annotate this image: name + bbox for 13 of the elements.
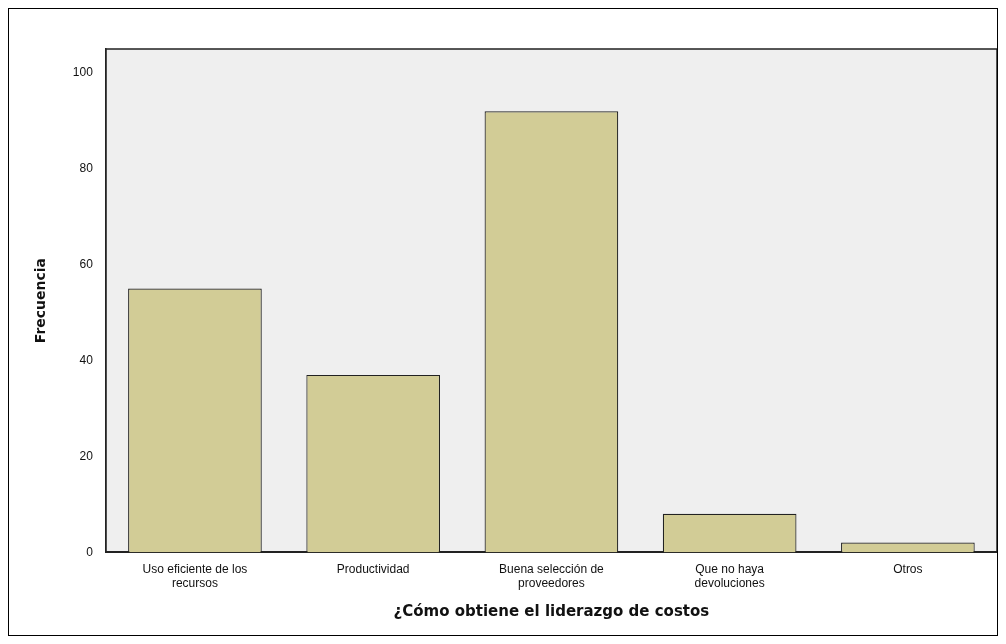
x-tick-label: Uso eficiente de los recursos [142,561,248,591]
y-tick-label: 0 [86,544,94,559]
y-axis-title: Frecuencia [32,257,49,344]
y-tick-label: 100 [72,65,94,80]
y-tick-label: 40 [79,352,94,367]
x-tick-label: Productividad [336,561,410,576]
x-axis-title: ¿Cómo obtiene el liderazgo de costos [393,601,710,620]
y-tick-label: 80 [79,161,94,176]
x-tick-label: Buena selección de proveedores [499,561,605,591]
y-tick-label: 60 [79,256,94,271]
x-tick-label: Que no haya devoluciones [694,561,765,591]
y-tick-label: 20 [79,448,94,463]
x-tick-label: Otros [893,561,923,576]
